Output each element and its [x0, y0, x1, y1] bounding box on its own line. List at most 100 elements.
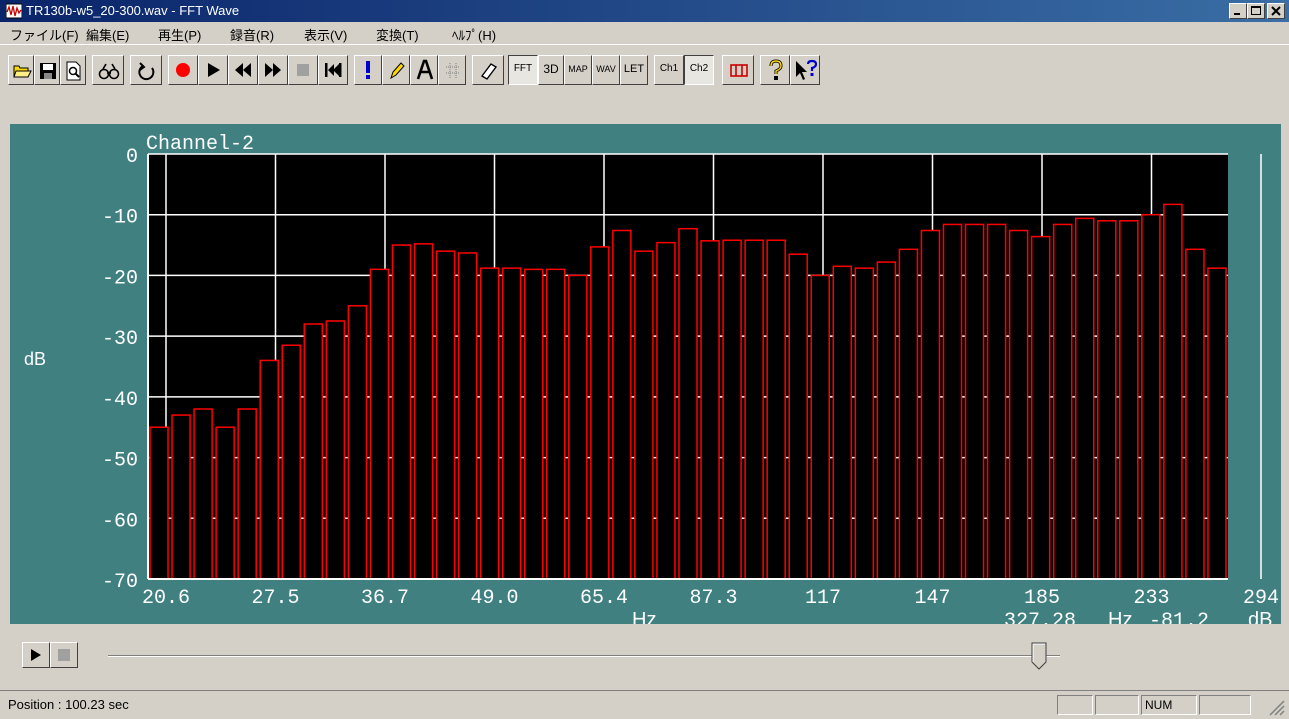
- record-button[interactable]: [168, 55, 198, 85]
- eraser-icon: [480, 63, 498, 80]
- menu-file[interactable]: ファイル(F): [10, 28, 79, 43]
- stop-button[interactable]: [288, 55, 318, 85]
- play-button[interactable]: [198, 55, 228, 85]
- status-bar: Position : 100.23 sec NUM: [0, 690, 1289, 719]
- playback-play-button[interactable]: [22, 642, 50, 668]
- fast-forward-button[interactable]: [258, 55, 288, 85]
- eraser-button[interactable]: [472, 55, 504, 85]
- alert-button[interactable]: [354, 55, 382, 85]
- bar: [656, 241, 676, 580]
- binoculars-icon: [98, 63, 120, 80]
- play-icon: [208, 63, 220, 77]
- mode-map-button[interactable]: MAP: [564, 55, 592, 85]
- menu-play[interactable]: 再生(P): [158, 28, 202, 43]
- bar: [1008, 229, 1029, 580]
- x-tick-label: 65.4: [580, 587, 628, 610]
- question-icon: [769, 59, 783, 80]
- context-help-button[interactable]: [790, 55, 820, 85]
- playback-position-track[interactable]: [108, 655, 1060, 657]
- x-tick-label: 117: [805, 587, 841, 610]
- save-button[interactable]: [34, 55, 60, 85]
- bar: [590, 246, 610, 580]
- mode-let-label: LET: [623, 63, 645, 75]
- grid-button[interactable]: [438, 55, 466, 85]
- y-tick-label: -70: [102, 571, 138, 594]
- title-bar: TR130b-w5_20-300.wav - FFT Wave: [0, 0, 1289, 22]
- channel-2-button[interactable]: Ch2: [684, 55, 714, 85]
- stop-icon: [58, 649, 70, 661]
- bar: [523, 268, 544, 580]
- text-button[interactable]: [410, 55, 438, 85]
- open-button[interactable]: [8, 55, 34, 85]
- status-indicator-2: [1095, 695, 1139, 715]
- bar: [1030, 235, 1051, 580]
- x-tick-label: 294: [1243, 587, 1279, 610]
- rewind-button[interactable]: [228, 55, 258, 85]
- bar: [942, 223, 963, 580]
- context-help-icon: [796, 59, 818, 80]
- channel-1-button[interactable]: Ch1: [654, 55, 684, 85]
- x-tick-label: 87.3: [689, 587, 737, 610]
- minimize-button[interactable]: [1229, 3, 1247, 19]
- print-preview-button[interactable]: [60, 55, 86, 85]
- position-status: Position : 100.23 sec: [8, 697, 129, 712]
- x-tick-label: 49.0: [470, 587, 518, 610]
- pencil-button[interactable]: [382, 55, 410, 85]
- bars-view-button[interactable]: [722, 55, 754, 85]
- bar: [612, 229, 632, 580]
- mode-fft-button[interactable]: FFT: [508, 55, 538, 85]
- text-a-icon: [416, 59, 434, 80]
- menu-edit[interactable]: 編集(E): [86, 28, 130, 43]
- bar: [898, 248, 919, 580]
- y-tick-label: -50: [102, 450, 138, 473]
- status-indicator-4: [1199, 695, 1251, 715]
- bar: [435, 250, 456, 580]
- x-tick-label: 27.5: [251, 587, 299, 610]
- bar: [700, 240, 720, 580]
- undo-button[interactable]: [130, 55, 162, 85]
- status-indicator-1: [1057, 695, 1093, 715]
- bars-icon: [730, 64, 748, 77]
- bar: [788, 253, 808, 580]
- menu-bar: ファイル(F) 編集(E) 再生(P) 録音(R) 表示(V) 変換(T) ﾍﾙ…: [0, 22, 1289, 44]
- readout-level-unit: dB: [1248, 609, 1272, 624]
- menu-convert[interactable]: 変換(T): [376, 28, 419, 43]
- mode-let-button[interactable]: LET: [620, 55, 648, 85]
- num-lock-indicator: NUM: [1141, 695, 1197, 715]
- y-tick-label: -60: [102, 510, 138, 533]
- bar: [237, 408, 257, 580]
- mode-wav-button[interactable]: WAV: [592, 55, 620, 85]
- readout-frequency: 327.28: [1004, 610, 1076, 624]
- bar: [193, 408, 213, 580]
- menu-help[interactable]: ﾍﾙﾌﾟ(H): [452, 28, 497, 43]
- bar: [347, 305, 368, 580]
- mode-3d-button[interactable]: 3D: [538, 55, 564, 85]
- bar: [545, 268, 566, 580]
- y-tick-label: -10: [102, 207, 138, 230]
- bar: [634, 250, 654, 580]
- menu-record[interactable]: 録音(R): [230, 28, 275, 43]
- bar: [1141, 213, 1161, 580]
- bar: [325, 320, 346, 580]
- bar: [920, 229, 941, 580]
- close-button[interactable]: [1267, 3, 1285, 19]
- skip-icon: [325, 63, 342, 77]
- folder-open-icon: [13, 65, 32, 78]
- playback-stop-button[interactable]: [50, 642, 78, 668]
- bar: [568, 274, 588, 580]
- bar: [303, 323, 324, 580]
- resize-grip-icon[interactable]: [1266, 697, 1286, 717]
- menu-view[interactable]: 表示(V): [304, 28, 348, 43]
- mode-3d-label: 3D: [543, 62, 559, 76]
- playback-slider-thumb[interactable]: [1031, 642, 1047, 670]
- close-icon: [1271, 6, 1281, 16]
- maximize-button[interactable]: [1247, 3, 1265, 19]
- bar: [678, 227, 698, 580]
- bar: [964, 223, 985, 580]
- find-button[interactable]: [92, 55, 124, 85]
- bar: [810, 274, 831, 580]
- skip-button[interactable]: [318, 55, 348, 85]
- toolbar: FFT 3D MAP WAV LET Ch1 Ch2: [0, 44, 1289, 123]
- undo-icon: [138, 62, 155, 81]
- help-button[interactable]: [760, 55, 790, 85]
